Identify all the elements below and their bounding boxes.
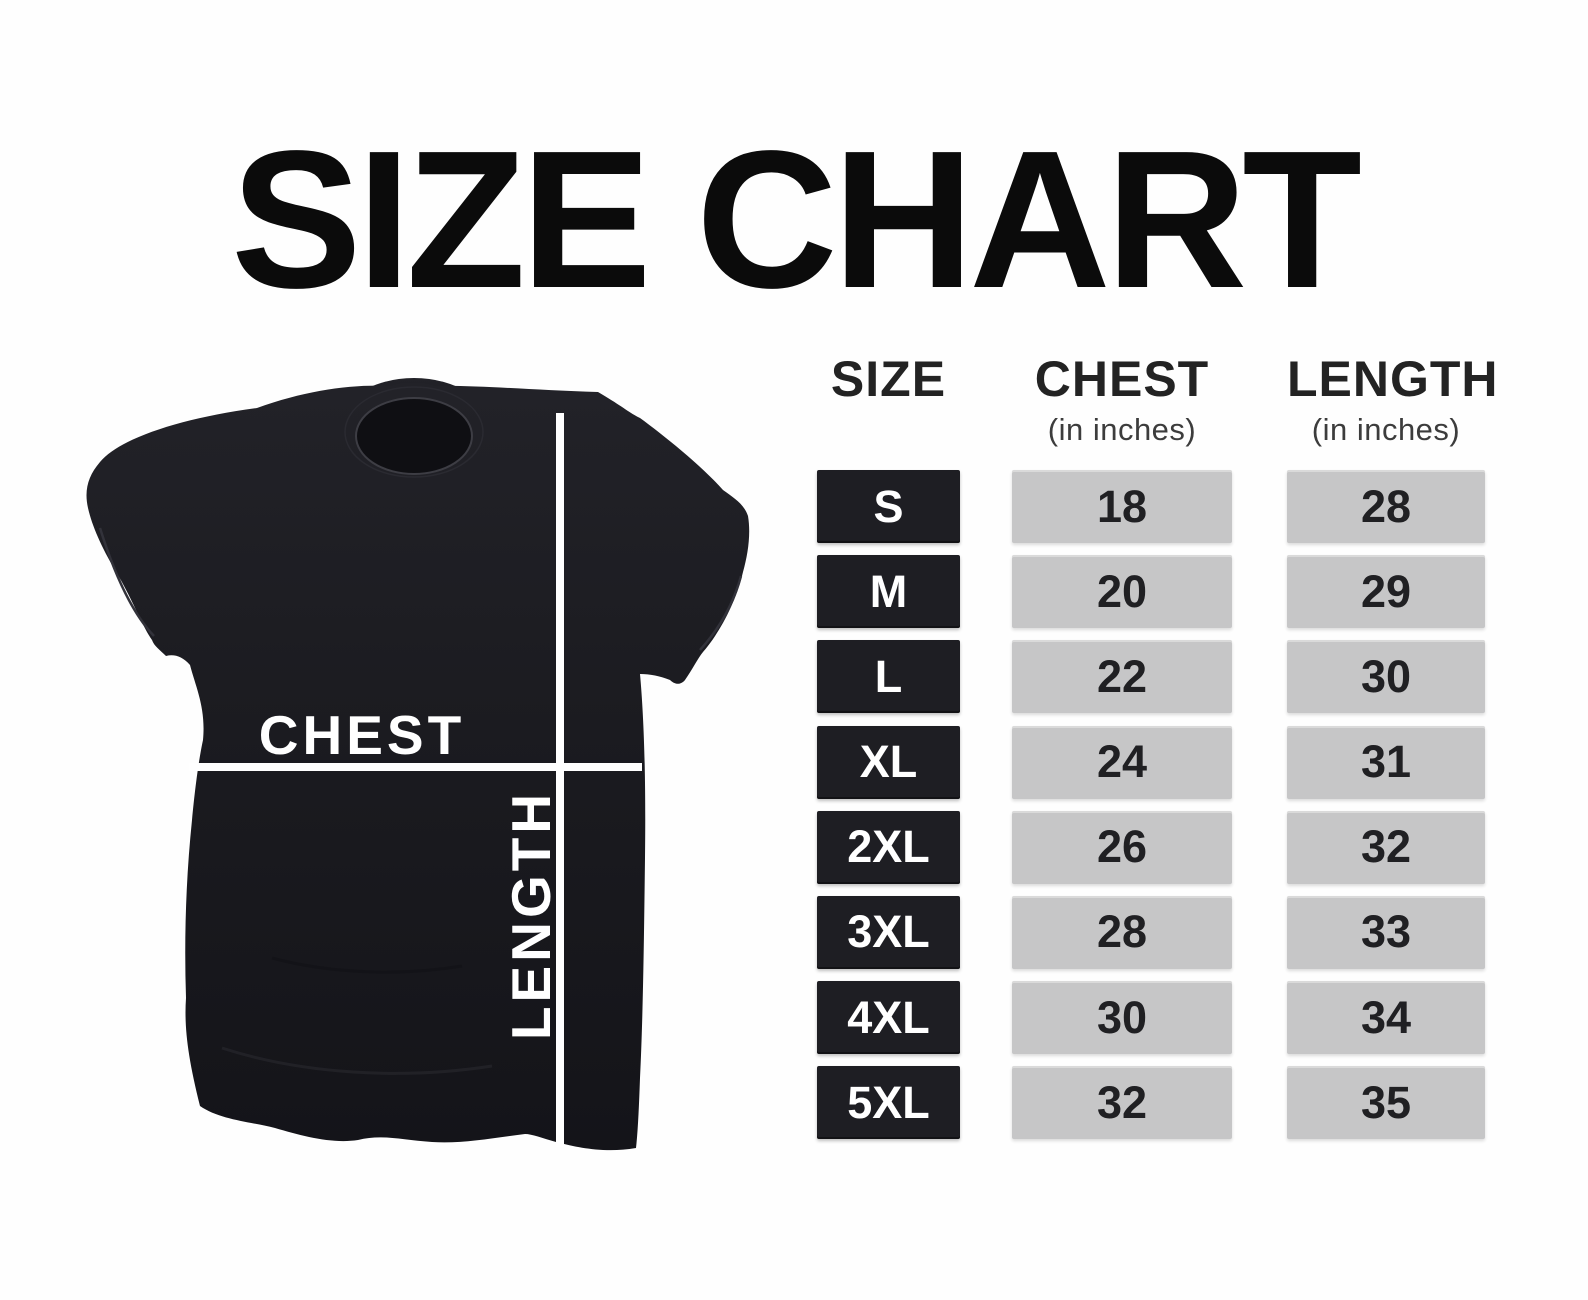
length-cell: 28 [1287, 470, 1485, 543]
chest-cell: 28 [1012, 895, 1232, 969]
tshirt-illustration: CHEST LENGTH [62, 358, 762, 1158]
length-cell: 34 [1287, 981, 1485, 1055]
length-cell: 35 [1287, 1066, 1485, 1140]
chest-cell: 22 [1012, 640, 1232, 714]
wrinkle-line [271, 956, 463, 974]
size-cell: S [817, 470, 960, 543]
length-cell: 32 [1287, 810, 1485, 884]
table-row: 4XL 30 34 [817, 981, 1490, 1055]
length-label: LENGTH [500, 790, 562, 1040]
size-cell: XL [817, 725, 960, 799]
chest-header-unit: (in inches) [1047, 412, 1197, 447]
column-header-size: SIZE [817, 352, 960, 406]
table-row: 5XL 32 35 [817, 1066, 1490, 1140]
size-cell: L [817, 640, 960, 714]
chest-cell: 24 [1012, 725, 1232, 799]
chest-header-label: CHEST [1034, 351, 1210, 407]
length-header-label: LENGTH [1287, 351, 1499, 407]
table-row: L 22 30 [817, 640, 1490, 714]
chest-cell: 32 [1012, 1066, 1232, 1140]
chest-label: CHEST [259, 704, 465, 766]
collar-seam [344, 386, 484, 478]
chest-cell: 20 [1012, 555, 1232, 629]
chest-cell: 18 [1012, 470, 1232, 543]
chest-cell: 26 [1012, 810, 1232, 884]
table-row: 2XL 26 32 [817, 810, 1490, 884]
size-cell: 2XL [817, 810, 960, 884]
length-measure-line [556, 413, 564, 1147]
size-cell: 5XL [817, 1066, 960, 1140]
size-table: SIZE CHEST (in inches) LENGTH (in inches… [817, 351, 1499, 1152]
table-row: 3XL 28 33 [817, 895, 1490, 969]
page-title: SIZE CHART [231, 110, 1362, 329]
size-header-label: SIZE [830, 351, 947, 407]
column-header-length: LENGTH (in inches) [1287, 351, 1499, 448]
tshirt-svg: CHEST LENGTH [86, 378, 750, 1151]
right-cuff-seam [699, 575, 743, 651]
length-cell: 31 [1287, 725, 1485, 799]
chest-cell: 30 [1012, 981, 1232, 1055]
size-cell: M [817, 555, 960, 629]
left-cuff-seam [98, 527, 155, 637]
table-row: XL 24 31 [817, 725, 1490, 799]
table-row: M 20 29 [817, 555, 1490, 629]
table-row: S 18 28 [817, 470, 1490, 543]
table-rows: S 18 28 M 20 29 L 22 30 XL 24 31 2XL 26 [817, 470, 1490, 1152]
length-cell: 30 [1287, 640, 1485, 714]
chest-measure-line [189, 763, 642, 771]
size-cell: 4XL [817, 981, 960, 1055]
wrinkle-line [221, 1046, 493, 1075]
size-cell: 3XL [817, 895, 960, 969]
length-cell: 29 [1287, 555, 1485, 629]
length-header-unit: (in inches) [1311, 412, 1461, 447]
column-header-chest: CHEST (in inches) [1012, 352, 1232, 448]
length-cell: 33 [1287, 895, 1485, 969]
collar-opening [355, 397, 473, 475]
